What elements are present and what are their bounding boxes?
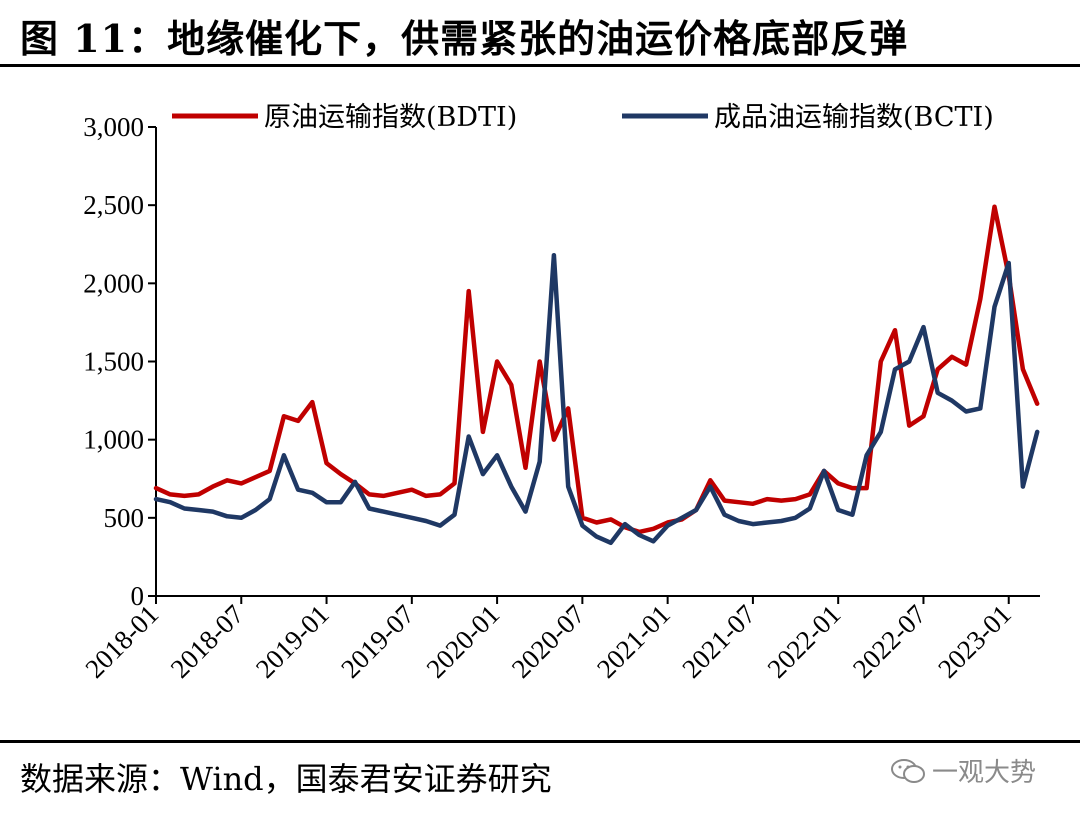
y-tick-label: 500	[104, 503, 145, 533]
y-tick-label: 2,000	[83, 268, 144, 298]
watermark: 一观大势	[890, 752, 1036, 789]
x-tick-label: 2022-01	[762, 599, 847, 684]
y-tick-label: 3,000	[83, 112, 144, 142]
x-tick-label: 2020-01	[420, 599, 505, 684]
y-axis: 0 500 1,000 1,500 2,000 2,500 3,000	[83, 112, 157, 611]
legend-label: 原油运输指数(BDTI)	[264, 102, 517, 133]
x-tick-label: 2020-07	[506, 599, 591, 684]
x-tick-label: 2019-01	[250, 599, 335, 684]
figure-title: 图 11：地缘催化下，供需紧张的油运价格底部反弹	[20, 16, 909, 61]
x-tick-label: 2022-07	[847, 599, 932, 684]
x-tick-label: 2019-07	[335, 599, 420, 684]
bdti-series-line	[153, 204, 1040, 535]
legend: 原油运输指数(BDTI) 成品油运输指数(BCTI)	[172, 102, 994, 133]
y-tick-label: 0	[131, 581, 145, 611]
series-lines	[153, 204, 1040, 546]
title-rule	[0, 64, 1080, 67]
bcti-series-line	[153, 252, 1040, 546]
x-tick-label: 2023-01	[932, 599, 1017, 684]
x-tick-label: 2018-07	[165, 599, 250, 684]
x-tick-label: 2018-01	[79, 599, 164, 684]
x-tick-label: 2021-01	[591, 599, 676, 684]
watermark-text: 一观大势	[932, 758, 1037, 788]
y-tick-label: 2,500	[83, 190, 144, 220]
x-tick-label: 2021-07	[676, 599, 761, 684]
legend-label: 成品油运输指数(BCTI)	[714, 102, 994, 133]
data-source-note: 数据来源：Wind，国泰君安证券研究	[20, 760, 552, 798]
wechat-icon	[891, 758, 925, 783]
x-axis: 2018-01 2018-07 2019-01 2019-07 2020-01 2020-…	[79, 595, 1040, 684]
y-tick-label: 1,000	[83, 425, 144, 455]
source-rule	[0, 740, 1080, 743]
y-tick-label: 1,500	[83, 347, 144, 377]
